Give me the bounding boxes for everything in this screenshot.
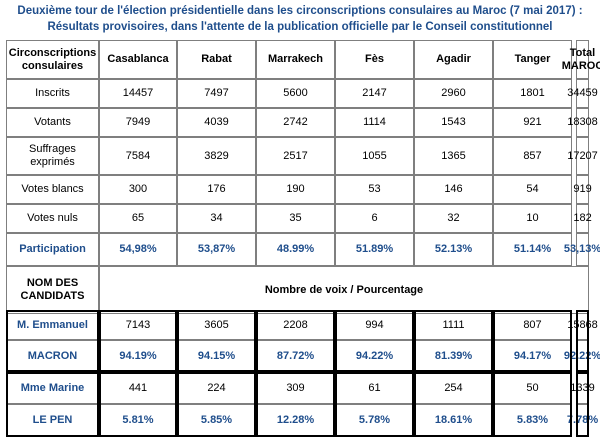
- table-cell: 35: [256, 204, 335, 233]
- candidate-percent: 87.72%: [256, 340, 335, 372]
- table-cell: 2147: [335, 79, 414, 108]
- table-cell: 182: [573, 204, 592, 233]
- column-header: Tanger: [493, 40, 572, 79]
- candidate-votes: 441: [99, 372, 177, 404]
- candidate-name-line-1: M. Emmanuel: [6, 310, 99, 340]
- candidate-votes: 15868: [567, 310, 598, 340]
- candidate-percent: 94.22%: [335, 340, 414, 372]
- table-cell: 6: [335, 204, 414, 233]
- candidate-percent: 81.39%: [414, 340, 493, 372]
- participation-value: 53,87%: [177, 233, 256, 266]
- candidate-votes: 1339: [570, 372, 595, 404]
- candidate-name-line-2: MACRON: [6, 340, 99, 372]
- candidate-percent: 5.78%: [335, 404, 414, 437]
- candidate-percent: 12.28%: [256, 404, 335, 437]
- page-title: Deuxième tour de l'élection présidentiel…: [0, 3, 600, 35]
- table-cell: 53: [335, 175, 414, 204]
- candidate-percent: 5.85%: [177, 404, 256, 437]
- table-cell: 857: [493, 137, 572, 175]
- results-table: Circonscriptions consulaires Casablanca Ra…: [6, 40, 600, 437]
- row-label: Votes nuls: [6, 204, 99, 233]
- table-cell: 65: [99, 204, 177, 233]
- table-cell: 5600: [256, 79, 335, 108]
- table-cell: 190: [256, 175, 335, 204]
- candidate-percent: 5.83%: [493, 404, 572, 437]
- table-cell: 34459: [567, 79, 598, 108]
- candidate-percent: 5.81%: [99, 404, 177, 437]
- column-header: Total MAROC: [562, 40, 600, 79]
- table-cell: 14457: [99, 79, 177, 108]
- candidate-percent: 7.78%: [567, 404, 598, 437]
- candidate-name-line-1: Mme Marine: [6, 372, 99, 404]
- table-cell: 7949: [99, 108, 177, 137]
- table-cell: 1114: [335, 108, 414, 137]
- table-cell: 32: [414, 204, 493, 233]
- table-cell: 17207: [567, 137, 598, 175]
- participation-value: 53,13%: [564, 233, 600, 266]
- table-cell: 34: [177, 204, 256, 233]
- table-cell: 1543: [414, 108, 493, 137]
- participation-value: 51.14%: [493, 233, 572, 266]
- candidate-percent: 94.17%: [493, 340, 572, 372]
- table-cell: 1055: [335, 137, 414, 175]
- corner-header: Circonscriptions consulaires: [6, 40, 99, 79]
- column-header: Rabat: [177, 40, 256, 79]
- candidate-percent: 92.22%: [564, 340, 600, 372]
- candidate-votes: 61: [335, 372, 414, 404]
- participation-value: 51.89%: [335, 233, 414, 266]
- candidate-votes: 224: [177, 372, 256, 404]
- table-cell: 4039: [177, 108, 256, 137]
- table-cell: 919: [573, 175, 592, 204]
- row-label: Inscrits: [6, 79, 99, 108]
- row-label: Votants: [6, 108, 99, 137]
- table-cell: 1365: [414, 137, 493, 175]
- table-cell: 7497: [177, 79, 256, 108]
- table-cell: 921: [493, 108, 572, 137]
- candidate-votes: 309: [256, 372, 335, 404]
- table-cell: 1801: [493, 79, 572, 108]
- candidates-header-caption: Nombre de voix / Pourcentage: [99, 266, 589, 314]
- table-cell: 54: [493, 175, 572, 204]
- title-line-2: Résultats provisoires, dans l'attente de…: [47, 21, 553, 33]
- table-cell: 10: [493, 204, 572, 233]
- candidate-votes: 2208: [256, 310, 335, 340]
- table-cell: 2742: [256, 108, 335, 137]
- candidate-votes: 7143: [99, 310, 177, 340]
- title-line-1: Deuxième tour de l'élection présidentiel…: [17, 5, 583, 17]
- table-cell: 18308: [567, 108, 598, 137]
- column-header: Agadir: [414, 40, 493, 79]
- table-cell: 146: [414, 175, 493, 204]
- participation-value: 52.13%: [414, 233, 493, 266]
- candidate-votes: 3605: [177, 310, 256, 340]
- column-header: Fès: [335, 40, 414, 79]
- candidate-name-line-2: LE PEN: [6, 404, 99, 437]
- row-label: Suffrages exprimés: [6, 137, 99, 175]
- row-label: Votes blancs: [6, 175, 99, 204]
- participation-value: 48.99%: [256, 233, 335, 266]
- candidate-votes: 254: [414, 372, 493, 404]
- table-cell: 2960: [414, 79, 493, 108]
- table-cell: 3829: [177, 137, 256, 175]
- candidate-percent: 18.61%: [414, 404, 493, 437]
- candidate-votes: 1111: [414, 310, 493, 340]
- participation-value: 54,98%: [99, 233, 177, 266]
- candidates-header-label: NOM DES CANDIDATS: [6, 266, 99, 314]
- candidate-votes: 807: [493, 310, 572, 340]
- table-cell: 300: [99, 175, 177, 204]
- participation-label: Participation: [6, 233, 99, 266]
- column-header: Casablanca: [99, 40, 177, 79]
- candidate-percent: 94.15%: [177, 340, 256, 372]
- table-cell: 2517: [256, 137, 335, 175]
- candidate-percent: 94.19%: [99, 340, 177, 372]
- column-header: Marrakech: [256, 40, 335, 79]
- table-cell: 176: [177, 175, 256, 204]
- table-cell: 7584: [99, 137, 177, 175]
- candidate-votes: 50: [493, 372, 572, 404]
- candidate-votes: 994: [335, 310, 414, 340]
